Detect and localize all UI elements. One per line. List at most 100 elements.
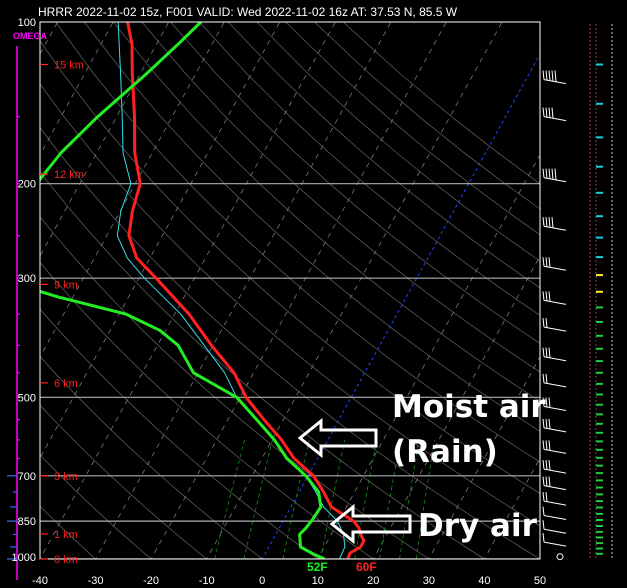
temperature-tick-label: -10	[199, 575, 215, 587]
wind-barb-shaft	[543, 382, 567, 388]
wind-barb-shaft	[543, 326, 567, 332]
dry-adiabat	[112, 22, 540, 402]
wind-barb-flag	[545, 418, 548, 429]
dry-adiabat	[40, 83, 540, 527]
wind-barb	[542, 291, 567, 305]
wind-barb-flag	[548, 257, 551, 268]
surface-dewpoint-label: 52F	[307, 560, 328, 574]
wind-barb	[542, 492, 567, 506]
wind-barb-flag	[545, 347, 548, 358]
wind-barb-flag	[542, 347, 545, 357]
wind-barb-flag	[545, 291, 548, 301]
wind-barb-calm	[556, 553, 564, 561]
pressure-tick-label: 200	[18, 179, 36, 191]
wind-barb-shaft	[543, 515, 567, 520]
isotherm	[95, 22, 392, 559]
temperature-tick-label: 0	[259, 575, 265, 587]
wind-barb-flag	[545, 460, 548, 470]
wind-barb	[542, 373, 567, 388]
wind-barb	[542, 70, 567, 85]
temperature-tick-label: -40	[32, 575, 48, 587]
temperature-axis: -40 -30 -20 -10 0 10 20 30 40 50	[32, 575, 546, 587]
temperature-tick-label: -20	[143, 575, 159, 587]
wind-barb-flag	[542, 291, 545, 301]
right-diagnostic-strip	[589, 24, 613, 558]
wind-barb-flag	[548, 107, 551, 118]
wind-barb-flag	[542, 440, 545, 450]
pressure-axis: 100 200 300 500 700 850 1000	[12, 17, 36, 564]
dry-adiabat	[40, 404, 208, 559]
wind-barb-flag	[545, 107, 548, 118]
wind-barb	[542, 440, 567, 454]
surface-temperature-label: 60F	[356, 560, 377, 574]
wind-barb-shaft	[543, 500, 567, 506]
dry-adiabat	[40, 454, 152, 559]
wind-barb-flag	[548, 217, 551, 228]
wind-barb-shaft	[543, 116, 567, 122]
wind-barb-flag	[551, 217, 554, 228]
mixing-ratio-line	[214, 439, 246, 559]
wind-barb-flag	[545, 257, 548, 267]
freezing-isotherm	[261, 52, 540, 559]
wind-barb-flag	[545, 373, 548, 384]
isotherm	[40, 22, 114, 156]
wind-barb-flag	[548, 397, 551, 408]
height-axis: 15 km 12 km 9 km 6 km 3 km 1 km 0 km	[40, 60, 84, 566]
wind-barb-shaft	[543, 448, 567, 454]
wind-barb-shaft	[543, 299, 567, 305]
wind-barb-flag	[545, 476, 548, 487]
dry-adiabat	[199, 22, 540, 316]
wind-barb-flag	[542, 533, 545, 543]
wind-barb-flag	[548, 291, 551, 302]
wind-barb-shaft	[543, 79, 567, 85]
plot-frame	[39, 21, 541, 560]
wind-barb-flag	[548, 460, 551, 471]
wind-barb-flag	[545, 440, 548, 450]
dry-adiabat	[170, 22, 540, 344]
wind-barb-flag	[545, 217, 548, 227]
wind-barb-flag	[548, 168, 551, 179]
wind-barb	[542, 476, 567, 491]
dry-adiabat	[40, 308, 319, 559]
wind-barb	[542, 460, 567, 474]
height-label: 1 km	[54, 529, 78, 541]
temperature-tick-label: 30	[423, 575, 435, 587]
wind-barb	[542, 318, 567, 332]
wind-barb-flag	[542, 397, 545, 407]
wind-barb	[542, 168, 567, 183]
isotherm	[206, 22, 503, 559]
wind-barb-flag	[545, 70, 548, 81]
mixing-ratio-line	[415, 439, 435, 559]
dewpoint-line	[40, 22, 326, 559]
dry-air-label: Dry air	[418, 508, 538, 544]
dry-adiabat	[40, 261, 375, 559]
dry-adiabat	[83, 22, 540, 432]
wind-barb	[542, 520, 567, 534]
wind-barb-shaft	[543, 528, 567, 534]
wind-barb-shaft	[543, 356, 567, 362]
wind-barb-flag	[542, 492, 545, 502]
wind-barb-flag	[548, 347, 551, 358]
moist-air-arrow	[297, 417, 378, 459]
wind-barb-flag	[542, 217, 545, 227]
wind-barb-flag	[548, 418, 551, 429]
wind-barb-shaft	[543, 468, 567, 474]
temperature-tick-label: 10	[312, 575, 324, 587]
dry-adiabat	[40, 40, 540, 494]
wind-barb-shaft	[543, 406, 567, 411]
wind-barb-shaft	[543, 427, 567, 433]
wind-barb-panel	[542, 70, 567, 561]
isotherm	[40, 22, 170, 257]
wind-barb-flag	[542, 418, 545, 428]
wind-barb-flag	[542, 520, 545, 530]
isotherm	[40, 22, 225, 358]
wind-barb-flag	[542, 373, 545, 383]
wind-barb-flag	[548, 476, 551, 487]
height-label: 6 km	[54, 378, 78, 390]
dry-adiabat	[256, 22, 540, 262]
wind-barb-flag	[548, 440, 551, 451]
annotation-dry-air: Dry air	[329, 503, 538, 545]
pressure-tick-label: 850	[18, 516, 36, 528]
mixing-ratio-line	[243, 439, 273, 559]
